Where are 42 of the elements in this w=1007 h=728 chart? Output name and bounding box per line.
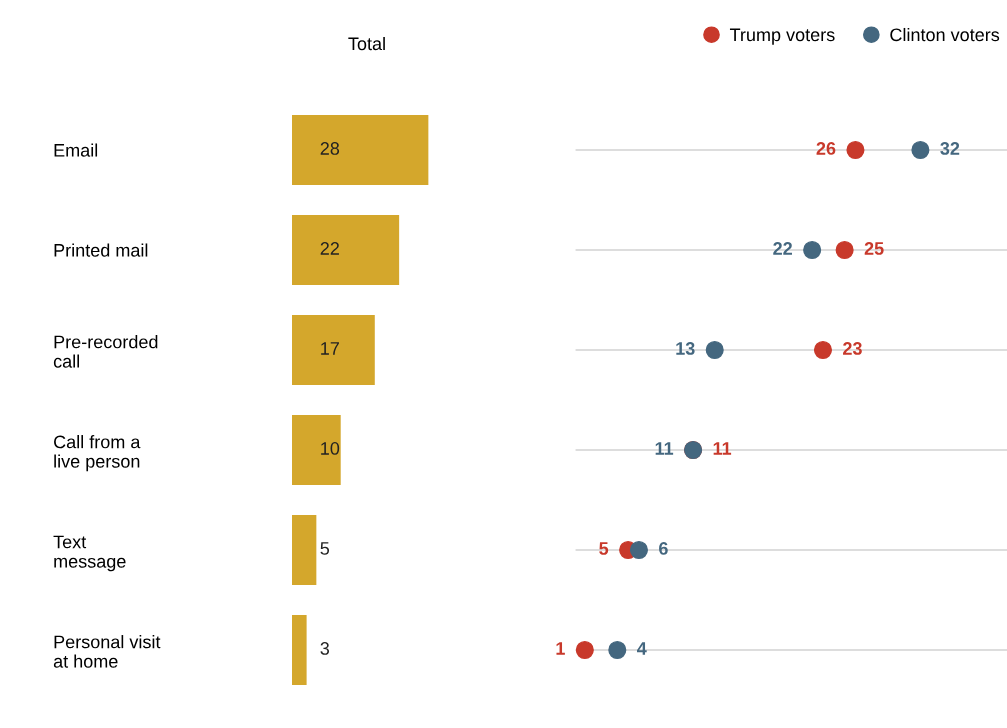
data-label: 10 (321, 442, 340, 455)
point (608, 640, 627, 660)
point (911, 140, 930, 160)
data-label: 11 (713, 442, 732, 455)
data-label: 6 (659, 542, 668, 555)
data-label: 26 (816, 142, 836, 155)
data-label: 32 (940, 142, 960, 155)
data-label: 13 (676, 342, 695, 355)
point (835, 240, 854, 260)
bar (292, 115, 429, 185)
bar (292, 315, 375, 385)
data-label: 5 (320, 542, 330, 555)
data-label: 4 (637, 642, 647, 655)
y-tick-label: Personal visit at home (53, 635, 161, 668)
point (846, 140, 865, 160)
data-label: 22 (320, 242, 339, 255)
y-tick-label: Printed mail (54, 243, 148, 257)
data-label: 5 (599, 542, 609, 555)
point (803, 240, 822, 260)
data-label: 11 (655, 442, 674, 455)
data-label: 1 (556, 642, 565, 655)
data-label: 23 (843, 342, 862, 355)
data-label: 17 (321, 342, 339, 355)
bar (292, 615, 307, 685)
data-label: 25 (864, 242, 884, 255)
data-label: 3 (320, 642, 330, 655)
point (705, 340, 724, 360)
data-label: 28 (320, 142, 340, 155)
point (575, 640, 594, 660)
bar (292, 415, 341, 485)
bar (292, 515, 317, 585)
y-tick-label: Call from a live person (54, 435, 141, 472)
bar (292, 215, 400, 285)
legend-label: Trump voters (729, 28, 835, 45)
legend-label: Clinton voters (890, 27, 1000, 42)
y-tick-label: Text message (53, 535, 126, 572)
y-tick-label: Email (54, 143, 98, 157)
y-tick-label: Pre-recorded call (53, 335, 158, 368)
point (813, 340, 833, 360)
data-label: 22 (773, 242, 792, 255)
point (629, 540, 648, 560)
chart-title: Total (348, 36, 385, 51)
